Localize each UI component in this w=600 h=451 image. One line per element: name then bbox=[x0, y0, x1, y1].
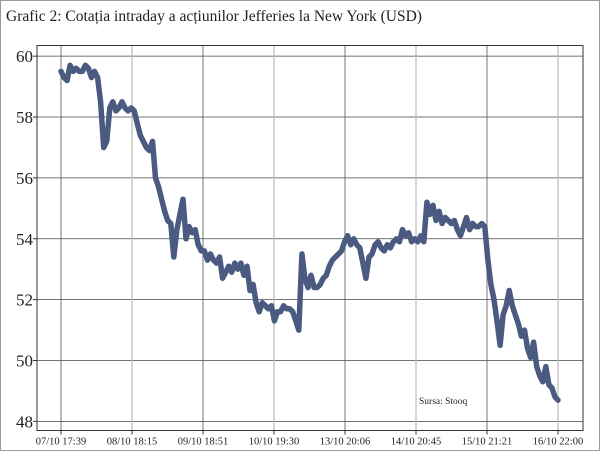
x-axis: 07/10 17:39 08/10 18:15 09/10 18:51 10/10 1… bbox=[36, 430, 583, 448]
x-tick-label: 14/10 20:45 bbox=[391, 437, 441, 448]
x-tick-label: 10/10 19:30 bbox=[249, 437, 299, 448]
source-label: Sursa: Stooq bbox=[419, 397, 468, 407]
x-tick-label: 09/10 18:51 bbox=[178, 437, 228, 448]
y-tick-label: 60 bbox=[16, 47, 33, 66]
y-axis: 48 50 52 54 56 58 60 bbox=[16, 47, 37, 431]
x-tick-label: 08/10 18:15 bbox=[107, 437, 157, 448]
y-tick-label: 54 bbox=[16, 230, 34, 249]
series bbox=[58, 62, 561, 403]
x-tick-label: 13/10 20:06 bbox=[320, 437, 370, 448]
x-tick-label: 16/10 22:00 bbox=[533, 437, 583, 448]
chart-title: Grafic 2: Cotația intraday a acțiunilor … bbox=[6, 8, 422, 25]
y-tick-label: 50 bbox=[16, 352, 33, 371]
series-line bbox=[58, 62, 561, 403]
y-tick-label: 56 bbox=[16, 169, 33, 188]
x-tick-label: 15/10 21:21 bbox=[462, 437, 512, 448]
y-tick-label: 52 bbox=[16, 291, 33, 310]
y-tick-label: 58 bbox=[16, 108, 33, 127]
plot-border bbox=[36, 45, 584, 431]
y-tick-label: 48 bbox=[16, 412, 33, 431]
x-tick-label: 07/10 17:39 bbox=[36, 437, 86, 448]
